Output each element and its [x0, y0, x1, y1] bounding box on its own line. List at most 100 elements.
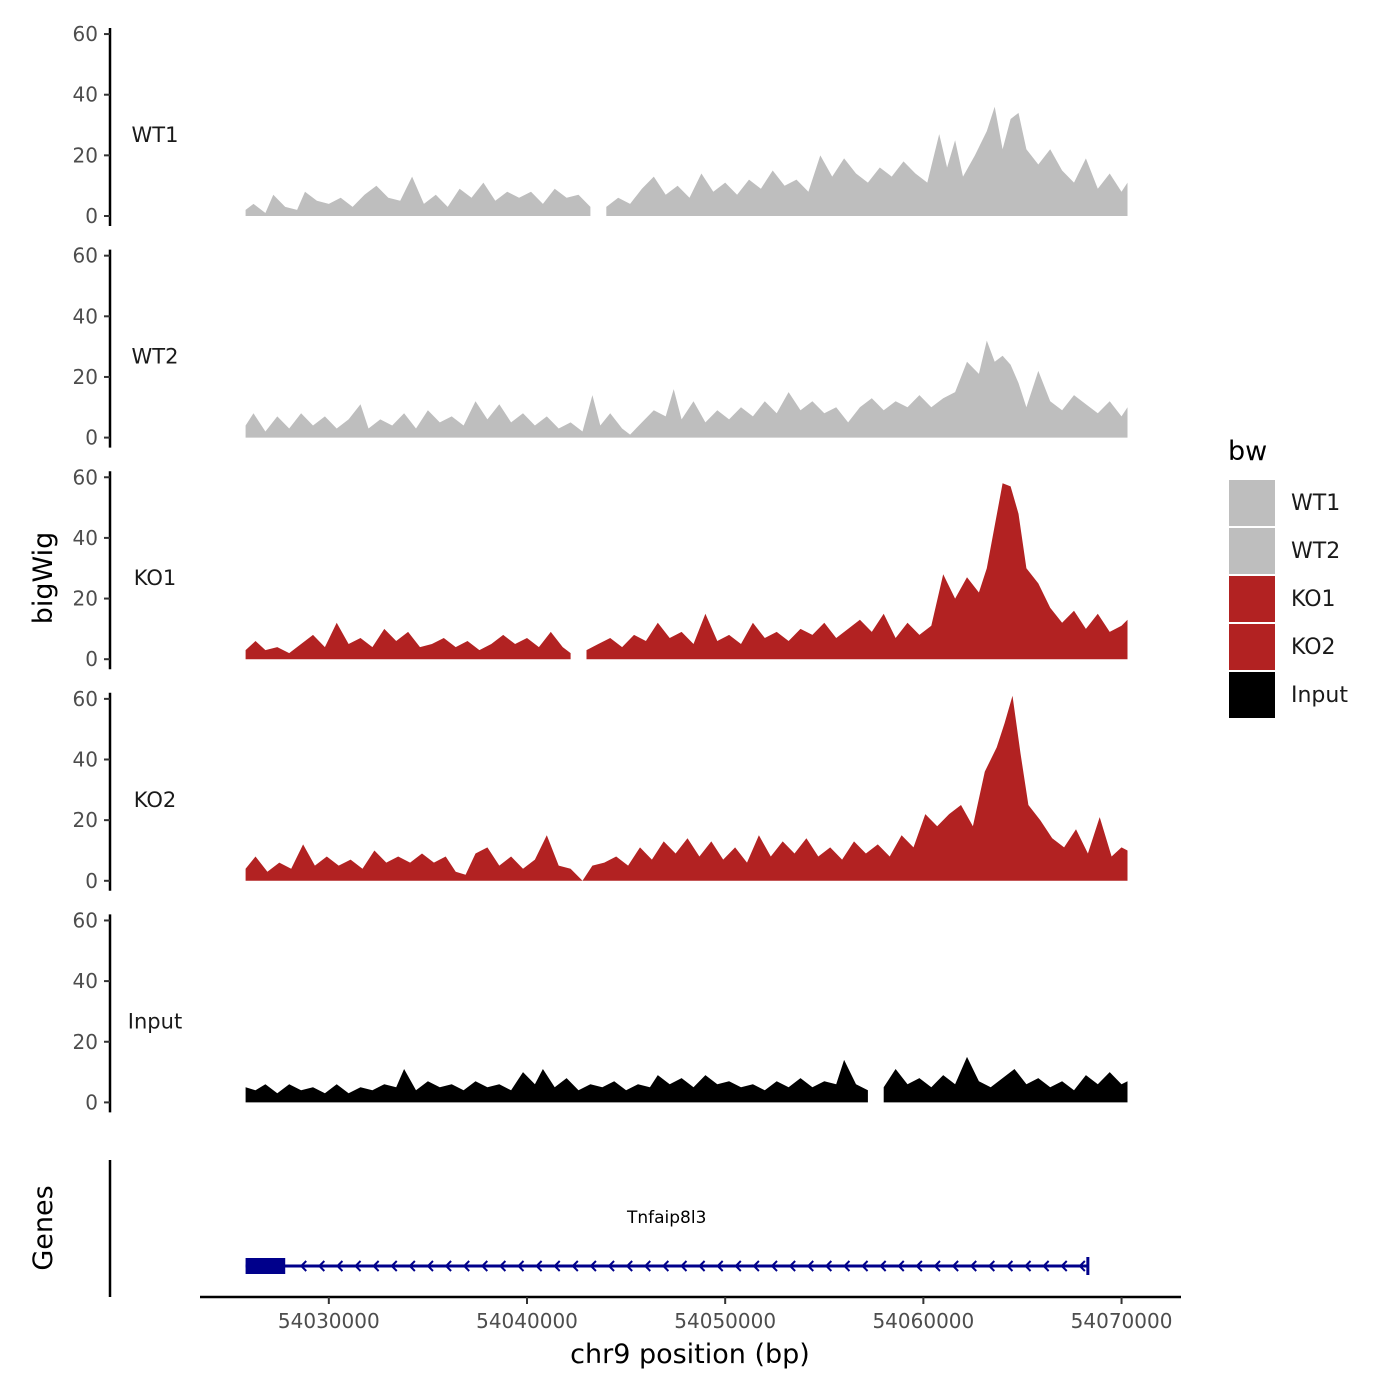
y-tick-label: 0 — [85, 1090, 98, 1114]
gene-strand-arrow — [698, 1260, 706, 1272]
gene-strand-arrow — [987, 1260, 996, 1272]
track-wt1: 0 20 40 60 WT1 — [73, 22, 1128, 228]
y-tick-label: 60 — [73, 244, 98, 268]
y-tick-label: 20 — [73, 808, 98, 832]
gene-strand-arrow — [535, 1260, 543, 1272]
gene-strand-arrow — [680, 1260, 688, 1272]
y-tick-label: 20 — [73, 365, 98, 389]
x-tick-label: 54070000 — [1071, 1309, 1173, 1333]
gene-strand-arrow — [1060, 1260, 1068, 1272]
legend-label: Input — [1291, 683, 1348, 708]
track-label: Input — [128, 1009, 182, 1033]
x-tick-label: 54050000 — [674, 1309, 776, 1333]
y-tick-label: 0 — [85, 204, 98, 228]
gene-strand-arrow — [734, 1260, 742, 1272]
gene-strand-arrow — [933, 1260, 941, 1272]
legend-label: KO2 — [1291, 635, 1336, 660]
coverage-area — [245, 340, 1128, 438]
x-axis-title: chr9 position (bp) — [570, 1339, 810, 1370]
y-tick-label: 20 — [73, 587, 98, 611]
gene-strand-arrow — [1006, 1260, 1014, 1272]
track-input: 0 20 40 60 Input — [73, 908, 1128, 1114]
track-label: WT1 — [132, 123, 179, 147]
track-label: WT2 — [132, 345, 179, 369]
gene-strand-arrow — [861, 1260, 869, 1272]
genes-panel: Tnfaip8l3 — [108, 1160, 1090, 1297]
gene-strand-arrow — [951, 1260, 959, 1272]
legend-title: bw — [1228, 436, 1267, 467]
legend-swatch — [1229, 624, 1275, 670]
gene-strand-arrow — [1024, 1260, 1032, 1272]
y-tick-label: 20 — [73, 1030, 98, 1054]
gene-strand-arrow — [752, 1260, 760, 1272]
y-tick-label: 60 — [73, 687, 98, 711]
gene-strand-arrow — [969, 1260, 977, 1272]
gene-strand-arrow — [915, 1260, 923, 1272]
gene-strand-arrow — [643, 1260, 651, 1272]
y-tick-label: 40 — [73, 969, 98, 993]
gene-strand-arrow — [426, 1260, 434, 1272]
coverage-area — [245, 695, 1128, 881]
gene-name-label: Tnfaip8l3 — [626, 1208, 706, 1228]
gene-strand-arrow — [517, 1260, 525, 1272]
coverage-area — [245, 622, 571, 660]
gene-strand-arrow — [770, 1260, 778, 1272]
gene-strand-arrow — [390, 1260, 398, 1272]
y-tick-label: 0 — [85, 647, 98, 671]
y-tick-label: 60 — [73, 465, 98, 489]
gene-strand-arrow — [444, 1260, 452, 1272]
gene-strand-arrow — [571, 1260, 579, 1272]
gene-strand-arrow — [553, 1260, 561, 1272]
legend-swatch — [1229, 480, 1275, 526]
coverage-area — [245, 176, 591, 216]
gene-strand-arrow — [843, 1260, 851, 1272]
gene-strand-arrow — [408, 1260, 416, 1272]
legend-label: KO1 — [1291, 587, 1336, 612]
track-ko1: 0 20 40 60 KO1 — [73, 465, 1128, 671]
coverage-area — [586, 483, 1128, 660]
track-wt2: 0 20 40 60 WT2 — [73, 244, 1128, 450]
legend: bw WT1 WT2 KO1 KO2 Input — [1228, 436, 1348, 718]
genes-axis-title: Genes — [28, 1185, 59, 1270]
gene-strand-arrow — [897, 1260, 905, 1272]
legend-swatch — [1229, 672, 1275, 718]
gene-strand-arrow — [354, 1260, 362, 1272]
gene-strand-arrow — [480, 1260, 489, 1272]
gene-strand-arrow — [879, 1260, 887, 1272]
gene-strand-arrow — [372, 1260, 380, 1272]
y-tick-label: 40 — [73, 304, 98, 328]
y-tick-label: 0 — [85, 869, 98, 893]
y-tick-label: 20 — [73, 143, 98, 167]
coverage-area — [883, 1056, 1128, 1103]
x-tick-label: 54040000 — [476, 1309, 578, 1333]
y-tick-label: 40 — [73, 83, 98, 107]
coverage-area — [245, 1059, 868, 1103]
gene-strand-arrow — [607, 1260, 615, 1272]
track-label: KO2 — [134, 788, 177, 812]
coverage-area — [606, 106, 1128, 216]
gene-strand-arrow — [661, 1260, 670, 1272]
y-tick-label: 60 — [73, 908, 98, 932]
y-tick-label: 40 — [73, 526, 98, 550]
x-tick-label: 54060000 — [872, 1309, 974, 1333]
legend-swatch — [1229, 528, 1275, 574]
y-tick-label: 60 — [73, 22, 98, 46]
gene-exon — [245, 1258, 286, 1274]
track-label: KO1 — [134, 566, 177, 590]
gene-strand-arrow — [806, 1260, 814, 1272]
y-axis-title: bigWig — [28, 532, 59, 625]
legend-swatch — [1229, 576, 1275, 622]
gene-strand-arrow — [716, 1260, 724, 1272]
gene-strand-arrow — [1042, 1260, 1050, 1272]
gene-strand-arrow — [788, 1260, 796, 1272]
legend-label: WT2 — [1291, 539, 1340, 564]
gene-strand-arrow — [299, 1260, 307, 1272]
gene-strand-arrow — [462, 1260, 470, 1272]
gene-strand-arrow — [336, 1260, 344, 1272]
y-tick-label: 0 — [85, 426, 98, 450]
gene-strand-arrow — [1078, 1260, 1086, 1272]
gene-strand-arrow — [317, 1260, 326, 1272]
gene-strand-arrow — [625, 1260, 633, 1272]
tracks-layer: 0 20 40 60 WT1 0 20 40 60 WT2 0 20 40 60 KO1 0 20 40 60 KO2… — [73, 22, 1128, 1114]
